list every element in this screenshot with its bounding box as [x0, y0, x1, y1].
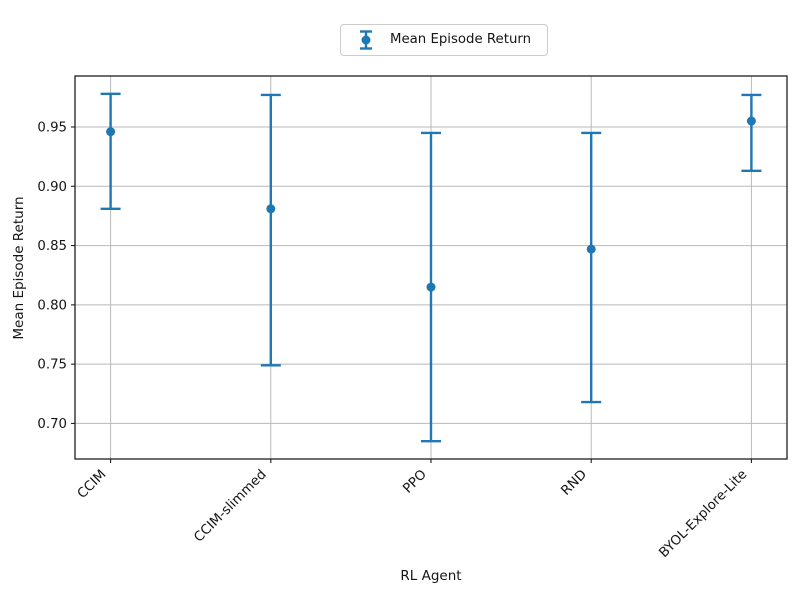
y-tick-label: 0.70	[37, 417, 67, 432]
x-tick-label: BYOL-Explore-Lite	[657, 467, 751, 561]
mean-marker	[586, 244, 596, 254]
y-tick-label: 0.75	[37, 358, 67, 373]
errorbar-byol-explore-lite	[741, 93, 762, 173]
errorbar-ccim-slimmed	[260, 93, 281, 367]
y-axis-label: Mean Episode Return	[11, 196, 27, 340]
legend-label: Mean Episode Return	[390, 32, 532, 47]
mean-marker	[426, 282, 436, 292]
x-axis-label: RL Agent	[400, 568, 462, 584]
x-tick-label: PPO	[400, 467, 429, 496]
y-tick-label: 0.95	[37, 121, 67, 136]
y-tick-label: 0.90	[37, 180, 67, 195]
x-tick-label: CCIM	[75, 467, 110, 502]
x-tick-label: RND	[559, 467, 590, 498]
x-tick-label: CCIM-slimmed	[191, 467, 269, 545]
mean-marker	[106, 127, 116, 137]
y-tick-label: 0.85	[37, 239, 67, 254]
legend: Mean Episode Return	[340, 24, 549, 56]
mean-marker	[746, 116, 756, 126]
errorbar-legend-icon	[360, 30, 372, 50]
errorbar-ccim	[100, 92, 121, 211]
y-tick-label: 0.80	[37, 298, 67, 313]
errorbar-ppo	[421, 131, 441, 443]
errorbar-rnd	[581, 131, 602, 404]
mean-marker	[266, 204, 276, 214]
